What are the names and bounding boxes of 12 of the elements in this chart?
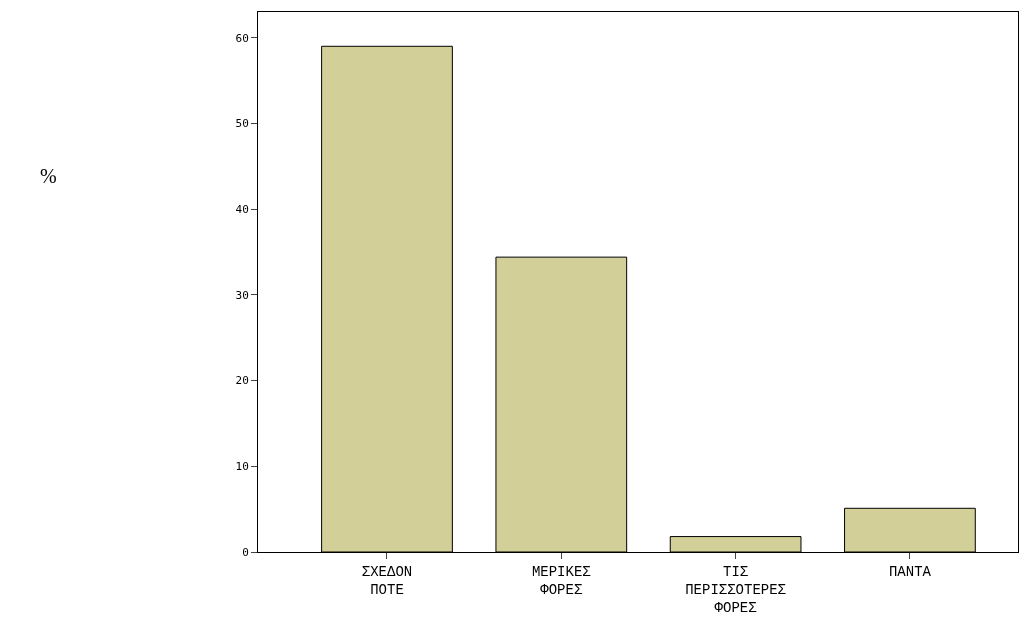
text: % <box>40 165 57 187</box>
y-tick-label: 10 <box>235 460 249 474</box>
y-tick-label: 0 <box>242 545 249 559</box>
y-tick-label: 60 <box>235 31 249 45</box>
y-tick-label: 50 <box>235 117 249 131</box>
x-tick-label: ΠΑΝΤΑ <box>888 563 932 580</box>
x-tick-label: ΜΕΡΙΚΕΣ ΦΟΡΕΣ <box>531 563 592 598</box>
y-tick-label: 20 <box>235 374 249 388</box>
x-tick-label: ΣΧΕΔΟΝ ΠΟΤΕ <box>361 563 413 598</box>
y-tick-label: 30 <box>235 288 249 302</box>
y-tick-label: 40 <box>235 202 249 216</box>
x-tick-label: ΤΙΣ ΠΕΡΙΣΣΟΤΕΡΕΣ ΦΟΡΕΣ <box>685 563 787 617</box>
